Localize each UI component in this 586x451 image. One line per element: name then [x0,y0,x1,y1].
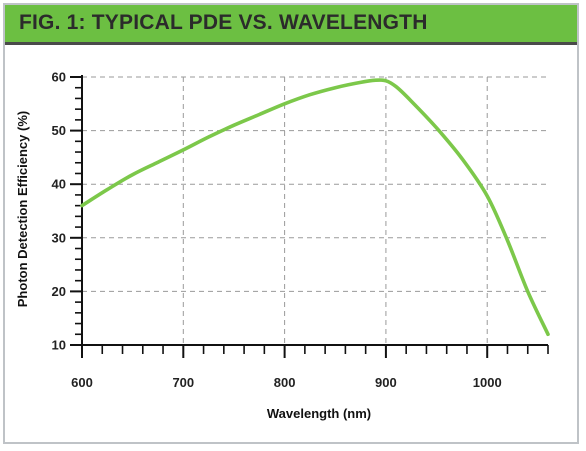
y-tick-label: 20 [52,284,66,299]
y-tick-label: 40 [52,177,66,192]
y-tick-label: 30 [52,230,66,245]
tick-labels: 600 700 800 900 1000 10 20 30 40 50 60 [52,70,502,391]
x-tick-label: 800 [274,375,296,390]
axes [70,75,549,358]
y-axis-label: Photon Detection Efficiency (%) [15,111,30,307]
pde-curve [80,78,550,337]
y-tick-label: 10 [52,338,66,353]
y-tick-label: 60 [52,70,66,85]
x-tick-label: 600 [71,375,93,390]
y-tick-label: 50 [52,123,66,138]
grid-lines [82,76,548,345]
series-layer [80,78,550,337]
x-axis-label: Wavelength (nm) [267,406,371,421]
title-banner: FIG. 1: TYPICAL PDE VS. WAVELENGTH [5,5,577,45]
x-tick-label: 700 [172,375,194,390]
chart-title: FIG. 1: TYPICAL PDE VS. WAVELENGTH [19,11,428,34]
x-tick-label: 900 [375,375,397,390]
x-tick-label: 1000 [473,375,502,390]
